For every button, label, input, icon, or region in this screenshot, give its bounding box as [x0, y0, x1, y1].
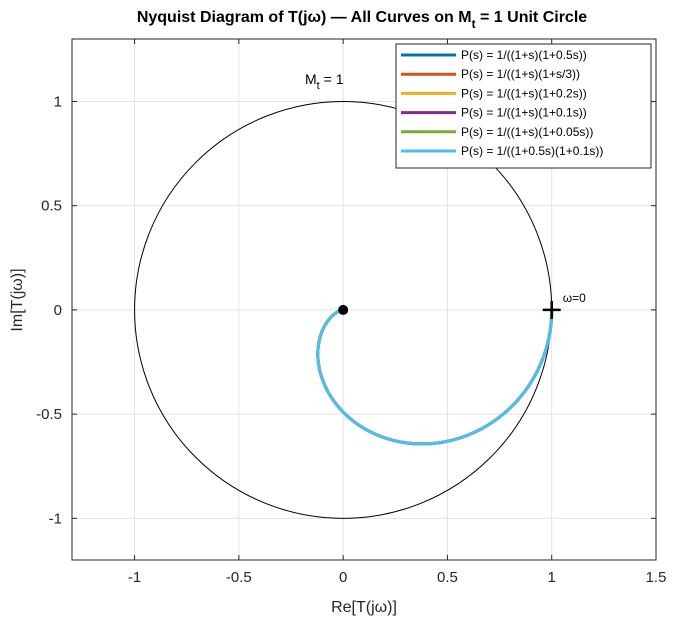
- x-tick-label: 1.5: [646, 569, 667, 586]
- legend-entry-5: P(s) = 1/((1+s)(1+0.05s)): [461, 125, 593, 139]
- legend-entry-1: P(s) = 1/((1+s)(1+0.5s)): [461, 48, 587, 62]
- tick-layer: -1 -0.5 0 0.5 1 1.5 -1 -0.5 0 0.5 1: [36, 39, 666, 586]
- mt-circle-label: Mt = 1: [305, 71, 344, 92]
- y-tick-label: -0.5: [36, 406, 62, 423]
- x-tick-label: 1: [548, 569, 556, 586]
- grid-layer: [72, 39, 657, 560]
- mt-circle-label-tail: = 1: [320, 71, 344, 87]
- origin-point-marker: [338, 304, 349, 315]
- legend-entry-6: P(s) = 1/((1+0.5s)(1+0.1s)): [461, 144, 603, 158]
- marker-layer: [338, 300, 561, 319]
- mt-circle-label-sub: t: [317, 80, 320, 92]
- x-tick-label: -1: [128, 569, 141, 586]
- x-axis-label: Re[T(jω)]: [331, 599, 397, 616]
- y-tick-label: 0.5: [41, 198, 62, 215]
- omega-zero-label: ω=0: [563, 291, 586, 305]
- legend-entry-3: P(s) = 1/((1+s)(1+0.2s)): [461, 86, 587, 100]
- y-axis-label: Im[T(jω)]: [9, 268, 26, 331]
- chart-title-subscript: t: [472, 17, 476, 31]
- y-tick-label: 1: [54, 94, 62, 111]
- chart-title-tail: = 1 Unit Circle: [476, 9, 588, 26]
- x-tick-label: 0.5: [437, 569, 458, 586]
- legend-entry-2: P(s) = 1/((1+s)(1+s/3)): [461, 67, 580, 81]
- y-tick-label: -1: [49, 510, 62, 527]
- x-tick-label: 0: [339, 569, 347, 586]
- y-tick-label: 0: [54, 302, 62, 319]
- legend-box: [395, 43, 652, 169]
- legend-entry-4: P(s) = 1/((1+s)(1+0.1s)): [461, 106, 587, 120]
- x-tick-label: -0.5: [226, 569, 252, 586]
- legend: P(s) = 1/((1+s)(1+0.5s)) P(s) = 1/((1+s)(…: [395, 43, 652, 169]
- axes-box: [71, 38, 657, 561]
- chart-title: Nyquist Diagram of T(jω) — All Curves on…: [137, 9, 587, 31]
